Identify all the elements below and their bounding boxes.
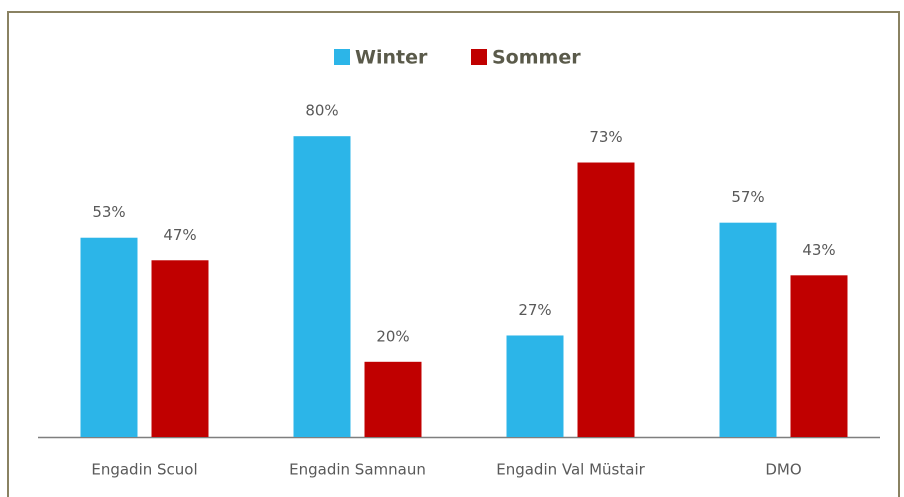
value-label: 20%	[376, 327, 409, 345]
bar	[293, 136, 351, 437]
value-label: 43%	[802, 241, 835, 259]
value-label: 27%	[518, 301, 551, 319]
value-label: 53%	[92, 203, 125, 221]
value-label: 73%	[589, 128, 622, 146]
bar	[577, 162, 635, 437]
value-label: 80%	[305, 102, 338, 120]
value-label: 57%	[731, 188, 764, 206]
bar	[364, 361, 422, 437]
bar	[506, 335, 564, 437]
x-tick-label: DMO	[765, 461, 801, 479]
bar	[790, 275, 848, 437]
legend-label: Winter	[355, 47, 428, 69]
x-tick-label: Engadin Samnaun	[289, 461, 426, 479]
bar	[719, 222, 777, 437]
legend-swatch	[471, 49, 487, 65]
legend-label: Sommer	[492, 47, 581, 69]
x-tick-label: Engadin Val Müstair	[496, 461, 645, 479]
bar	[80, 237, 138, 437]
x-tick-label: Engadin Scuol	[91, 461, 197, 479]
frame	[7, 11, 900, 497]
value-label: 47%	[163, 226, 196, 244]
legend-swatch	[334, 49, 350, 65]
bar	[151, 260, 209, 437]
